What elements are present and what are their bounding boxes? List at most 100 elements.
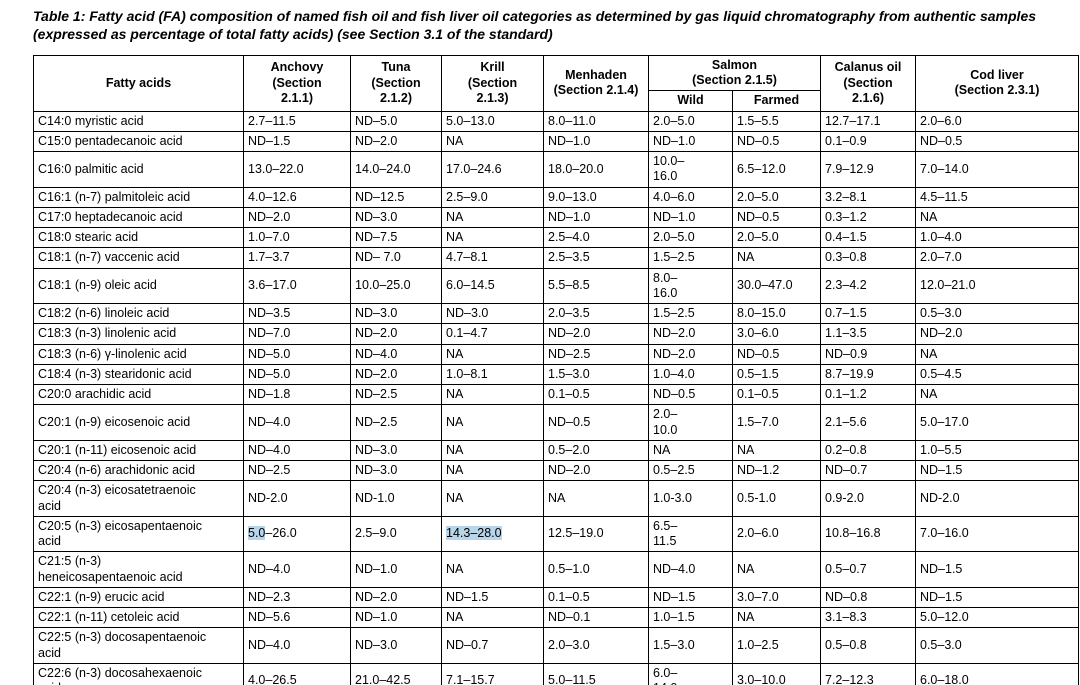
range-value-cell: ND–4.0 bbox=[243, 627, 351, 664]
range-value-cell: 2.0–5.0 bbox=[648, 227, 733, 249]
fatty-acid-name: C14:0 myristic acid bbox=[33, 110, 244, 132]
range-value-cell: NA bbox=[441, 227, 544, 249]
range-value-cell: NA bbox=[441, 343, 544, 365]
fatty-acid-name: C20:4 (n-6) arachidonic acid bbox=[33, 460, 244, 482]
range-value-cell: 18.0–20.0 bbox=[543, 151, 649, 188]
range-value-cell: ND–0.5 bbox=[543, 404, 649, 441]
range-value-cell: 9.0–13.0 bbox=[543, 186, 649, 208]
range-value-cell: 1.5–2.5 bbox=[648, 247, 733, 269]
range-value-cell: ND–0.9 bbox=[820, 343, 916, 365]
range-value-cell: 8.0–11.0 bbox=[543, 110, 649, 132]
fatty-acid-name: C20:0 arachidic acid bbox=[33, 384, 244, 406]
range-value-cell: 3.2–8.1 bbox=[820, 186, 916, 208]
range-value-cell: 1.5–5.5 bbox=[732, 110, 821, 132]
table-row: C21:5 (n-3) heneicosapentaenoic acid ND–4… bbox=[33, 551, 1079, 588]
range-value-cell: 6.5–12.0 bbox=[732, 151, 821, 188]
range-value-cell: NA bbox=[732, 607, 821, 629]
range-value-cell: ND–1.5 bbox=[648, 586, 733, 609]
range-value-cell: NA bbox=[441, 460, 544, 482]
range-value-cell: 1.5–7.0 bbox=[732, 404, 821, 441]
range-value-cell: 2.0–6.0 bbox=[732, 515, 821, 553]
range-value-cell: 17.0–24.6 bbox=[441, 151, 544, 188]
range-value-cell: 5.0–17.0 bbox=[915, 404, 1079, 441]
range-value-cell: ND–0.7 bbox=[441, 627, 544, 664]
range-value-cell: 5.5–8.5 bbox=[543, 267, 649, 305]
table-caption-line-2: (expressed as percentage of total fatty … bbox=[33, 25, 553, 42]
range-value-cell: NA bbox=[441, 206, 544, 229]
table-row: C16:0 palmitic acid 13.0–22.0 14.0–24.0 17.… bbox=[33, 151, 1079, 188]
range-value-cell: 2.0–5.0 bbox=[732, 186, 821, 208]
column-header-calanus-oil: Calanus oil (Section 2.1.6) bbox=[820, 54, 916, 112]
range-value-cell: 10.0– 16.0 bbox=[648, 151, 733, 188]
range-value-cell: 1.1–3.5 bbox=[820, 323, 916, 345]
range-value-cell: 6.0– 14.0 bbox=[648, 662, 733, 685]
range-value-cell: 7.1–15.7 bbox=[441, 662, 544, 685]
table-row: C22:1 (n-9) erucic acid ND–2.3 ND–2.0 ND–1.… bbox=[33, 586, 1079, 609]
table-row: C18:1 (n-9) oleic acid 3.6–17.0 10.0–25.0 6… bbox=[33, 267, 1079, 305]
range-value-cell: ND–1.5 bbox=[915, 551, 1079, 588]
fatty-acid-name: C20:1 (n-9) eicosenoic acid bbox=[33, 404, 244, 441]
range-value-cell: 1.5–2.5 bbox=[648, 303, 733, 325]
column-header-menhaden: Menhaden (Section 2.1.4) bbox=[543, 54, 649, 112]
range-value-cell: 0.4–1.5 bbox=[820, 227, 916, 249]
table-row: C18:0 stearic acid 1.0–7.0 ND–7.5 NA 2.5–4.0… bbox=[33, 227, 1079, 249]
range-value-cell: NA bbox=[441, 551, 544, 588]
range-value-cell: 0.1–1.2 bbox=[820, 384, 916, 406]
range-value-cell: 6.0–14.5 bbox=[441, 267, 544, 305]
range-value-cell: NA bbox=[441, 480, 544, 517]
range-value-cell: NA bbox=[441, 607, 544, 629]
range-value-cell: 3.0–7.0 bbox=[732, 586, 821, 609]
range-value-cell: ND–0.5 bbox=[732, 206, 821, 229]
range-value-cell: 12.7–17.1 bbox=[820, 110, 916, 132]
range-value-cell: NA bbox=[441, 439, 544, 462]
fatty-acid-name: C18:1 (n-7) vaccenic acid bbox=[33, 247, 244, 269]
range-value-cell: ND–5.0 bbox=[350, 110, 442, 132]
range-value-cell: ND–1.0 bbox=[648, 130, 733, 153]
range-value-cell: ND–1.0 bbox=[648, 206, 733, 229]
range-value-cell: 0.3–1.2 bbox=[820, 206, 916, 229]
table-row: C20:1 (n-9) eicosenoic acid ND–4.0 ND–2.5 N… bbox=[33, 404, 1079, 441]
column-header-fatty-acids: Fatty acids bbox=[33, 54, 244, 112]
range-value-cell: ND–1.2 bbox=[732, 460, 821, 482]
range-value-cell: 0.5–4.5 bbox=[915, 363, 1079, 386]
range-value-cell: 2.0–5.0 bbox=[732, 227, 821, 249]
range-value-cell: 5.0–13.0 bbox=[441, 110, 544, 132]
table-row: C20:1 (n-11) eicosenoic acid ND–4.0 ND–3.0… bbox=[33, 439, 1079, 462]
fatty-acid-name: C22:6 (n-3) docosahexaenoic acid bbox=[33, 662, 244, 685]
range-value-cell: 2.5–9.0 bbox=[441, 186, 544, 208]
range-value-cell: 0.5–1.5 bbox=[732, 363, 821, 386]
range-value-cell: 0.5–3.0 bbox=[915, 627, 1079, 664]
column-header-anchovy: Anchovy (Section 2.1.1) bbox=[243, 54, 351, 112]
selected-text-highlight: 5.0 bbox=[248, 526, 266, 541]
range-value-cell: 0.5–1.0 bbox=[543, 551, 649, 588]
selected-text-highlight: 14.3–28.0 bbox=[446, 526, 502, 541]
range-value-cell: 0.5–2.0 bbox=[543, 439, 649, 462]
range-value-cell: 2.0–5.0 bbox=[648, 110, 733, 132]
fatty-acid-name: C16:0 palmitic acid bbox=[33, 151, 244, 188]
fatty-acid-name: C20:1 (n-11) eicosenoic acid bbox=[33, 439, 244, 462]
range-value-cell: 0.2–0.8 bbox=[820, 439, 916, 462]
range-value-cell: ND–1.0 bbox=[350, 607, 442, 629]
fatty-acid-name: C18:3 (n-6) γ-linolenic acid bbox=[33, 343, 244, 365]
range-value-cell: 4.0–12.6 bbox=[243, 186, 351, 208]
range-value-cell: ND-2.0 bbox=[915, 480, 1079, 517]
table-row: C16:1 (n-7) palmitoleic acid 4.0–12.6 ND–1… bbox=[33, 186, 1079, 208]
range-value-cell: ND–3.0 bbox=[350, 627, 442, 664]
fatty-acid-name: C18:1 (n-9) oleic acid bbox=[33, 267, 244, 305]
range-value-cell: NA bbox=[648, 439, 733, 462]
range-value-cell: ND–1.0 bbox=[543, 206, 649, 229]
range-value-cell: 2.7–11.5 bbox=[243, 110, 351, 132]
range-value-cell: ND–1.0 bbox=[350, 551, 442, 588]
range-value-cell: ND–12.5 bbox=[350, 186, 442, 208]
range-value-cell: ND–4.0 bbox=[350, 343, 442, 365]
range-value-cell: NA bbox=[543, 480, 649, 517]
table-row: C20:0 arachidic acid ND–1.8 ND–2.5 NA 0.1–0.… bbox=[33, 384, 1079, 406]
fatty-acid-name: C20:5 (n-3) eicosapentaenoic acid bbox=[33, 515, 244, 553]
range-value-cell: ND–2.0 bbox=[350, 363, 442, 386]
range-value-cell: 2.1–5.6 bbox=[820, 404, 916, 441]
range-value-cell: 7.2–12.3 bbox=[820, 662, 916, 685]
range-value-cell: 10.0–25.0 bbox=[350, 267, 442, 305]
range-value-cell: 12.5–19.0 bbox=[543, 515, 649, 553]
range-value-cell: 0.5–0.7 bbox=[820, 551, 916, 588]
column-header-salmon: Salmon (Section 2.1.5) bbox=[648, 54, 821, 92]
